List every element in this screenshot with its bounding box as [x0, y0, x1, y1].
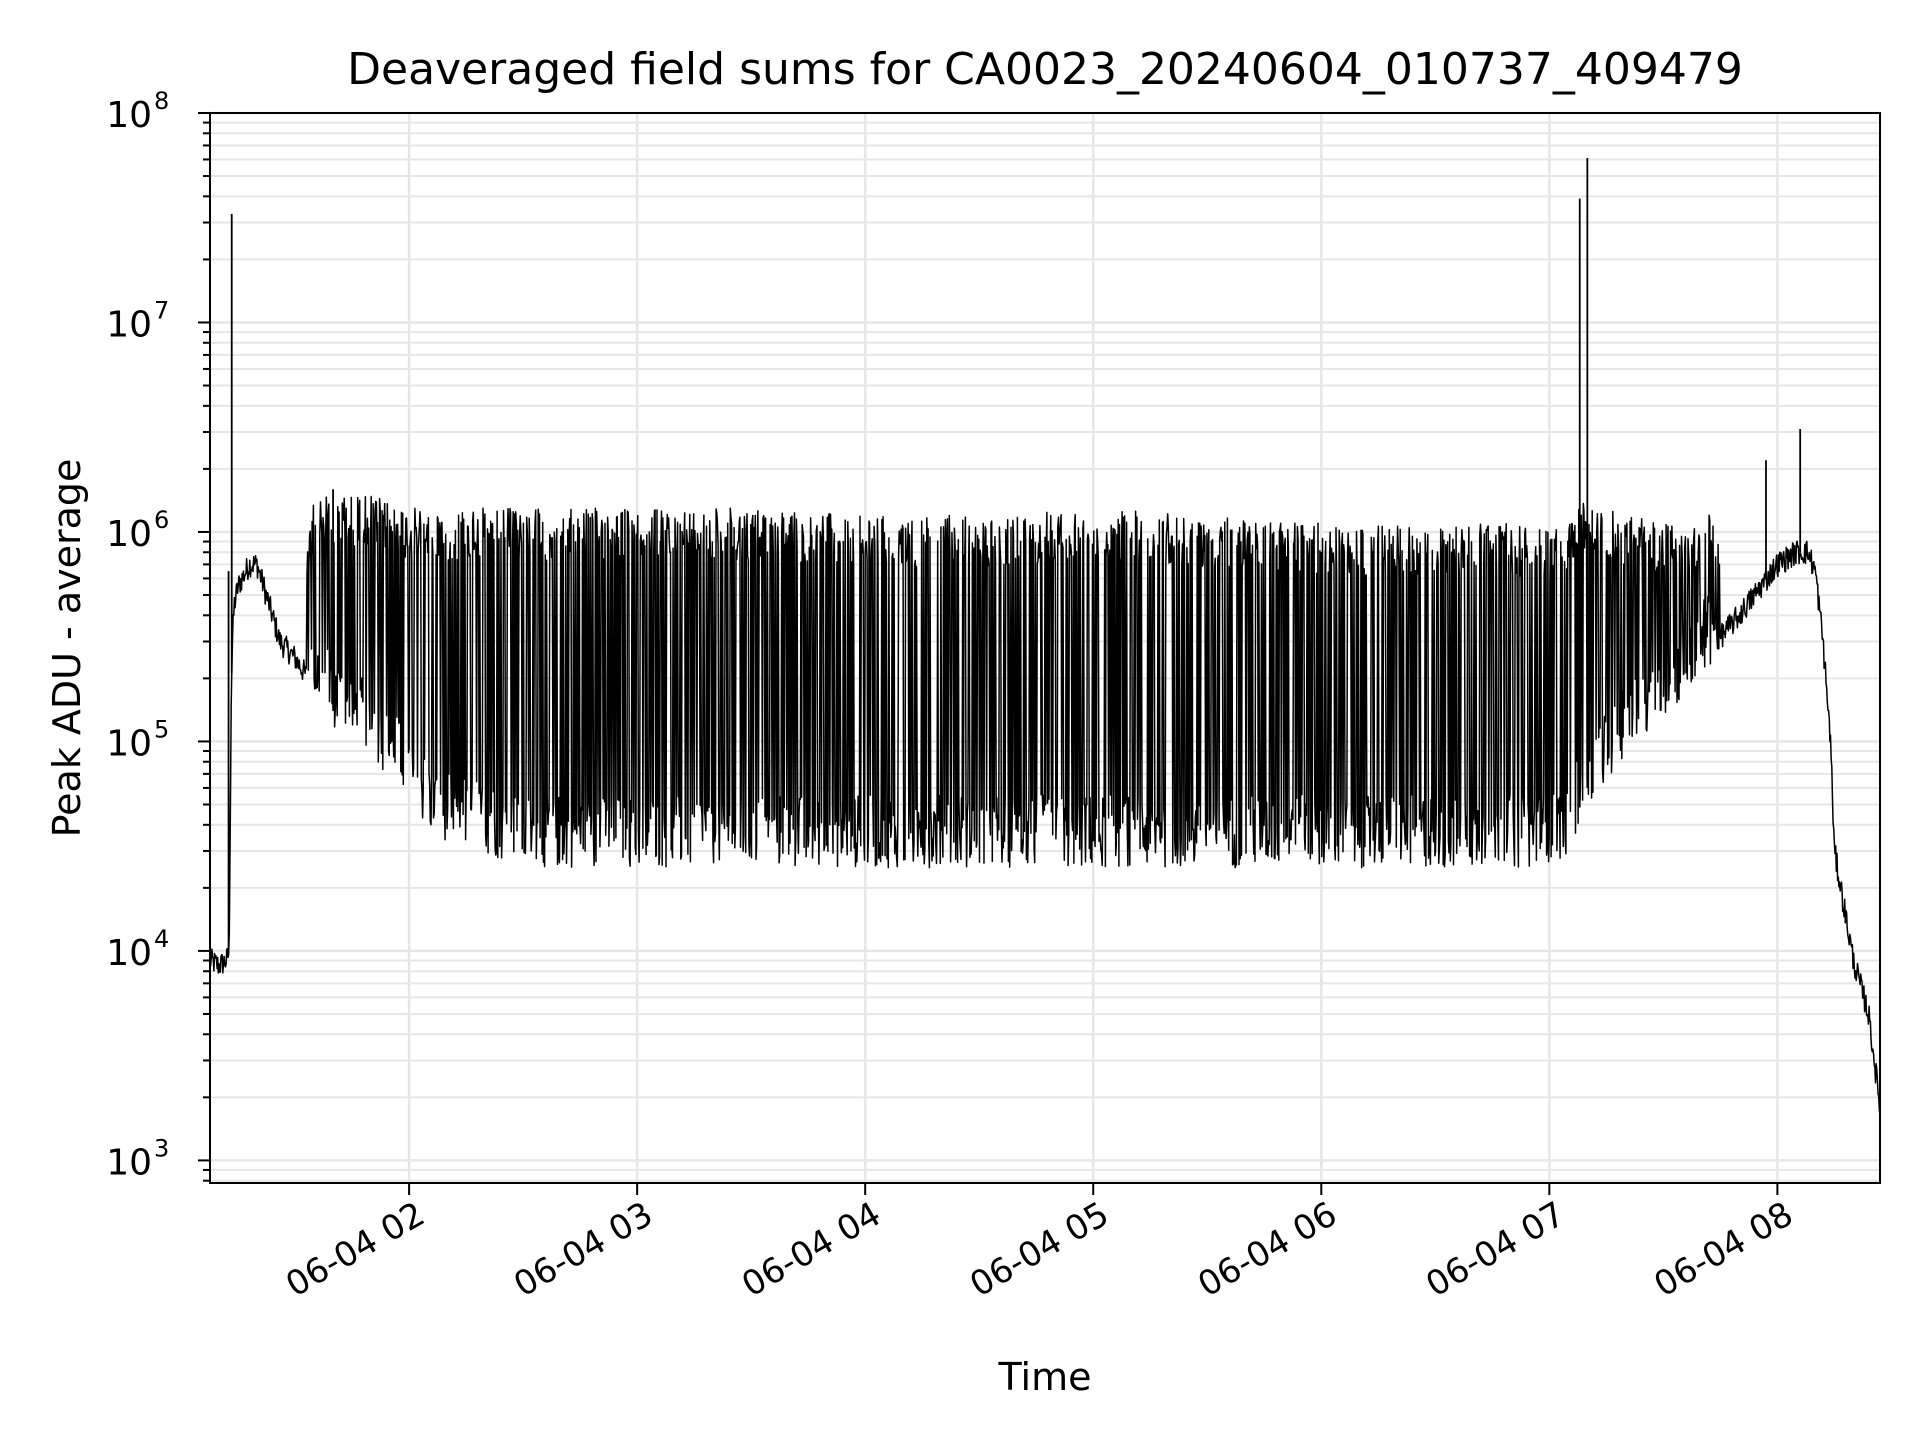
y-tick-label: 10 — [106, 723, 152, 764]
y-tick-label-exponent: 6 — [154, 506, 169, 534]
y-tick-label: 10 — [106, 933, 152, 974]
chart-title: Deaveraged field sums for CA0023_2024060… — [347, 44, 1743, 95]
y-axis-label: Peak ADU - average — [45, 459, 89, 838]
y-tick-label-exponent: 4 — [154, 925, 169, 953]
y-tick-label-exponent: 8 — [154, 87, 169, 115]
y-tick-label-exponent: 5 — [154, 715, 169, 743]
data-layer — [209, 157, 1881, 1113]
series-line — [209, 495, 1881, 1113]
x-axis-label: Time — [998, 1355, 1092, 1399]
y-tick-label: 10 — [106, 304, 152, 345]
plot-frame — [209, 112, 1881, 1184]
y-tick-label-exponent: 3 — [154, 1134, 169, 1162]
y-tick-label-exponent: 7 — [154, 296, 169, 324]
y-tick-label: 10 — [106, 1142, 152, 1183]
y-tick-label: 10 — [106, 95, 152, 136]
y-tick-label: 10 — [106, 514, 152, 555]
